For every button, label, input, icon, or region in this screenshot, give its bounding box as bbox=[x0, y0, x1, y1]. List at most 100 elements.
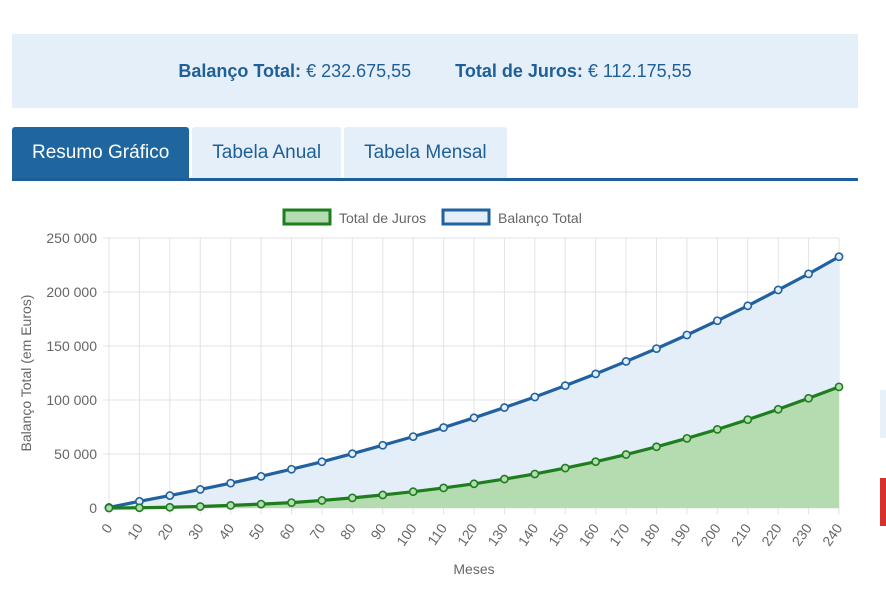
balance-point bbox=[591, 369, 601, 379]
balance-point bbox=[408, 432, 418, 442]
interest-point bbox=[773, 404, 783, 414]
interest-point bbox=[591, 457, 601, 467]
x-tick-label: 80 bbox=[337, 520, 359, 542]
legend-label-interest: Total de Juros bbox=[339, 210, 426, 226]
interest-point bbox=[165, 502, 175, 512]
interest-point bbox=[743, 415, 753, 425]
x-tick-label: 100 bbox=[393, 520, 420, 548]
x-tick-label: 30 bbox=[185, 520, 207, 542]
summary-banner: Balanço Total: € 232.675,55 Total de Jur… bbox=[12, 34, 858, 108]
interest-point bbox=[712, 424, 722, 434]
balance-point bbox=[439, 423, 448, 432]
balance-point bbox=[682, 330, 692, 340]
y-axis-label: Balanço Total (em Euros) bbox=[18, 295, 34, 452]
y-tick-label: 0 bbox=[89, 500, 97, 516]
balance-point bbox=[500, 403, 509, 412]
x-tick-label: 130 bbox=[484, 520, 511, 548]
balance-label: Balanço Total: bbox=[178, 60, 302, 81]
legend-swatch-balance bbox=[441, 208, 491, 226]
balance-point bbox=[712, 316, 722, 326]
legend-swatch-interest bbox=[282, 208, 332, 226]
balance-point bbox=[347, 449, 357, 459]
balance-point bbox=[226, 478, 236, 488]
balance-point bbox=[834, 252, 844, 262]
tab-tabela-mensal[interactable]: Tabela Mensal bbox=[344, 127, 507, 178]
tab-resumo-grafico[interactable]: Resumo Gráfico bbox=[12, 127, 190, 178]
x-tick-label: 0 bbox=[98, 520, 116, 536]
interest-point bbox=[226, 501, 236, 510]
x-axis-label: Meses bbox=[453, 561, 494, 577]
interest-point bbox=[347, 493, 357, 503]
x-tick-label: 90 bbox=[367, 520, 389, 542]
interest-point bbox=[500, 474, 509, 484]
y-tick-label: 200 000 bbox=[46, 284, 97, 300]
interest-label: Total de Juros: bbox=[455, 60, 583, 81]
interest-summary: Total de Juros: € 112.175,55 bbox=[455, 61, 691, 82]
interest-point bbox=[256, 499, 266, 509]
interest-value: € 112.175,55 bbox=[587, 60, 692, 81]
interest-point bbox=[560, 463, 570, 473]
balance-point bbox=[378, 440, 388, 450]
interest-point bbox=[104, 503, 114, 513]
x-tick-label: 110 bbox=[424, 520, 450, 548]
balance-value: € 232.675,55 bbox=[306, 60, 412, 81]
tab-bar: Resumo Gráfico Tabela Anual Tabela Mensa… bbox=[12, 127, 858, 181]
y-tick-label: 50 000 bbox=[54, 446, 97, 462]
x-tick-label: 50 bbox=[245, 520, 267, 542]
interest-point bbox=[378, 490, 388, 500]
balance-point bbox=[317, 457, 327, 467]
balance-summary: Balanço Total: € 232.675,55 bbox=[178, 61, 411, 82]
interest-area bbox=[109, 386, 839, 508]
interest-point bbox=[621, 450, 631, 459]
balance-point bbox=[773, 285, 783, 295]
balance-point bbox=[165, 491, 175, 500]
interest-point bbox=[652, 442, 661, 452]
interest-point bbox=[408, 487, 418, 497]
x-tick-label: 70 bbox=[306, 520, 328, 542]
balance-point bbox=[621, 357, 631, 366]
interest-point bbox=[530, 469, 540, 479]
balance-point bbox=[530, 392, 540, 402]
y-tick-label: 100 000 bbox=[46, 392, 97, 408]
x-tick-label: 40 bbox=[215, 520, 237, 542]
tab-tabela-anual[interactable]: Tabela Anual bbox=[192, 127, 342, 178]
balance-point bbox=[256, 471, 266, 481]
interest-point bbox=[834, 382, 844, 392]
x-tick-label: 150 bbox=[545, 520, 572, 548]
x-tick-label: 160 bbox=[576, 520, 603, 548]
balance-point bbox=[804, 269, 813, 279]
edge-fragment bbox=[880, 390, 886, 438]
x-tick-label: 230 bbox=[789, 520, 816, 548]
y-tick-label: 150 000 bbox=[46, 338, 97, 354]
x-tick-label: 210 bbox=[728, 520, 755, 548]
x-tick-label: 60 bbox=[276, 520, 298, 542]
edge-fragment bbox=[880, 478, 886, 526]
interest-point bbox=[439, 483, 448, 493]
balance-point bbox=[743, 301, 753, 311]
x-tick-label: 140 bbox=[515, 520, 542, 548]
x-tick-label: 120 bbox=[454, 520, 481, 548]
balance-point bbox=[469, 413, 479, 423]
legend-label-balance: Balanço Total bbox=[498, 210, 582, 226]
x-tick-label: 180 bbox=[636, 520, 663, 548]
interest-point bbox=[682, 433, 692, 443]
interest-point bbox=[287, 498, 296, 507]
y-tick-label: 250 000 bbox=[46, 230, 97, 246]
x-tick-label: 200 bbox=[697, 520, 724, 548]
balance-point bbox=[195, 485, 205, 494]
x-tick-label: 240 bbox=[819, 520, 846, 548]
balance-point bbox=[287, 464, 296, 474]
x-tick-label: 190 bbox=[667, 520, 694, 548]
interest-point bbox=[804, 393, 813, 403]
balance-point bbox=[652, 344, 661, 353]
x-tick-label: 20 bbox=[154, 520, 176, 542]
interest-point bbox=[317, 496, 327, 505]
interest-point bbox=[135, 503, 144, 513]
interest-point bbox=[469, 479, 479, 489]
x-tick-label: 10 bbox=[124, 520, 146, 542]
balance-chart: 0 50 000 100 000 150 000 200 000 250 000 0 10 20… bbox=[18, 208, 846, 577]
x-tick-label: 170 bbox=[606, 520, 633, 548]
interest-point bbox=[195, 502, 205, 511]
balance-point bbox=[560, 381, 570, 391]
x-tick-label: 220 bbox=[758, 520, 785, 548]
